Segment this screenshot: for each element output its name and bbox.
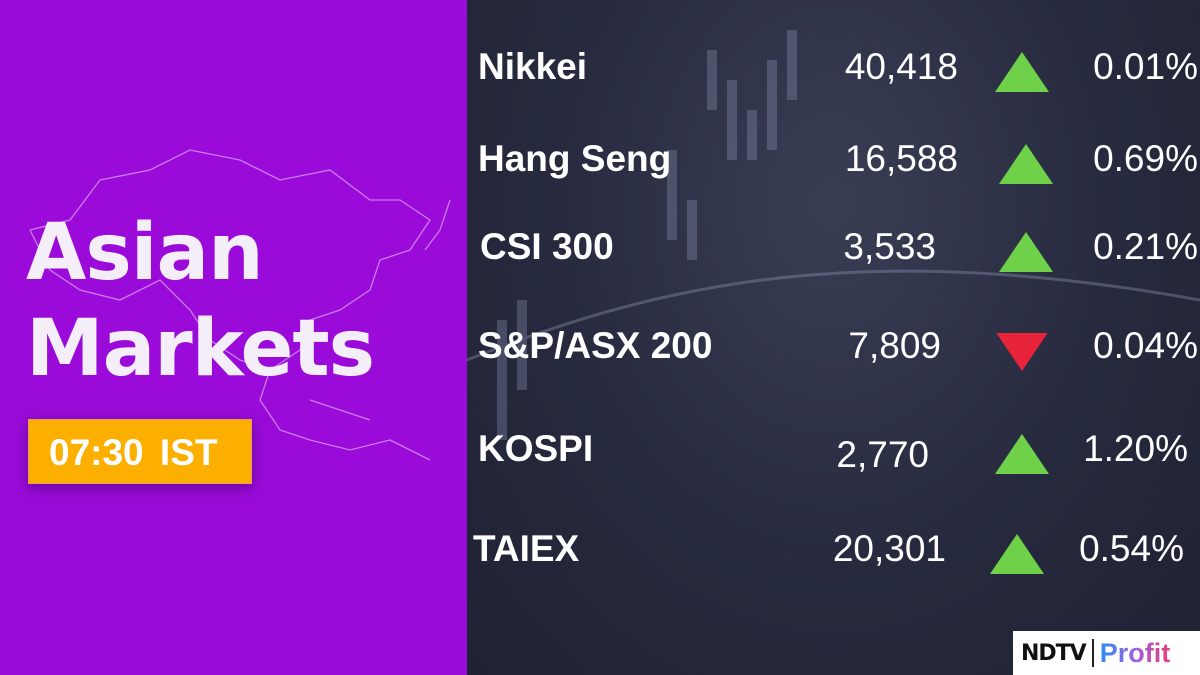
down-arrow-icon bbox=[996, 333, 1048, 371]
market-change: 0.04% bbox=[1093, 325, 1198, 366]
market-row-csi-300: CSI 300 3,533 0.21% bbox=[467, 218, 1200, 278]
up-arrow-icon bbox=[999, 232, 1053, 272]
market-row-taiex: TAIEX 20,301 0.54% bbox=[467, 520, 1200, 580]
market-value: 16,588 bbox=[844, 138, 958, 179]
market-change: 0.21% bbox=[1093, 226, 1198, 267]
left-panel: Asian Markets 07:30 IST bbox=[0, 0, 467, 675]
market-row-kospi: KOSPI 2,770 1.20% bbox=[467, 420, 1200, 480]
up-arrow-icon bbox=[999, 144, 1053, 184]
market-change: 0.54% bbox=[1079, 528, 1184, 569]
market-change: 0.69% bbox=[1093, 138, 1198, 179]
market-value: 40,418 bbox=[844, 46, 958, 87]
up-arrow-icon bbox=[995, 52, 1049, 92]
market-value: 7,809 bbox=[848, 325, 941, 366]
market-panel bbox=[467, 0, 1200, 675]
logo-product: Profit bbox=[1099, 637, 1171, 668]
market-value: 20,301 bbox=[832, 528, 946, 569]
title-line-1: Asian bbox=[26, 208, 264, 298]
market-name: KOSPI bbox=[478, 428, 594, 469]
logo-brand: NDTV bbox=[1021, 640, 1087, 666]
time-badge: 07:30 IST bbox=[28, 419, 252, 484]
market-name: TAIEX bbox=[473, 528, 580, 569]
market-name: S&P/ASX 200 bbox=[478, 325, 713, 366]
up-arrow-icon bbox=[995, 434, 1049, 474]
market-value: 3,533 bbox=[843, 226, 936, 267]
market-value: 2,770 bbox=[836, 434, 929, 475]
market-change: 1.20% bbox=[1083, 428, 1188, 469]
market-name: Nikkei bbox=[478, 46, 588, 87]
market-name: Hang Seng bbox=[478, 138, 672, 179]
logo-divider bbox=[1091, 639, 1094, 667]
candlestick-background bbox=[467, 30, 1200, 440]
market-row-nikkei: Nikkei 40,418 0.01% bbox=[467, 38, 1200, 98]
ndtv-profit-logo: NDTV Profit bbox=[1013, 631, 1200, 675]
market-name: CSI 300 bbox=[480, 226, 614, 267]
market-row-hang-seng: Hang Seng 16,588 0.69% bbox=[467, 130, 1200, 190]
page-title: Asian Markets bbox=[26, 205, 375, 397]
up-arrow-icon bbox=[990, 534, 1044, 574]
market-change: 0.01% bbox=[1093, 46, 1198, 87]
asia-map-outline bbox=[29, 149, 451, 461]
market-row-asx-200: S&P/ASX 200 7,809 0.04% bbox=[467, 317, 1200, 377]
title-line-2: Markets bbox=[26, 304, 375, 394]
